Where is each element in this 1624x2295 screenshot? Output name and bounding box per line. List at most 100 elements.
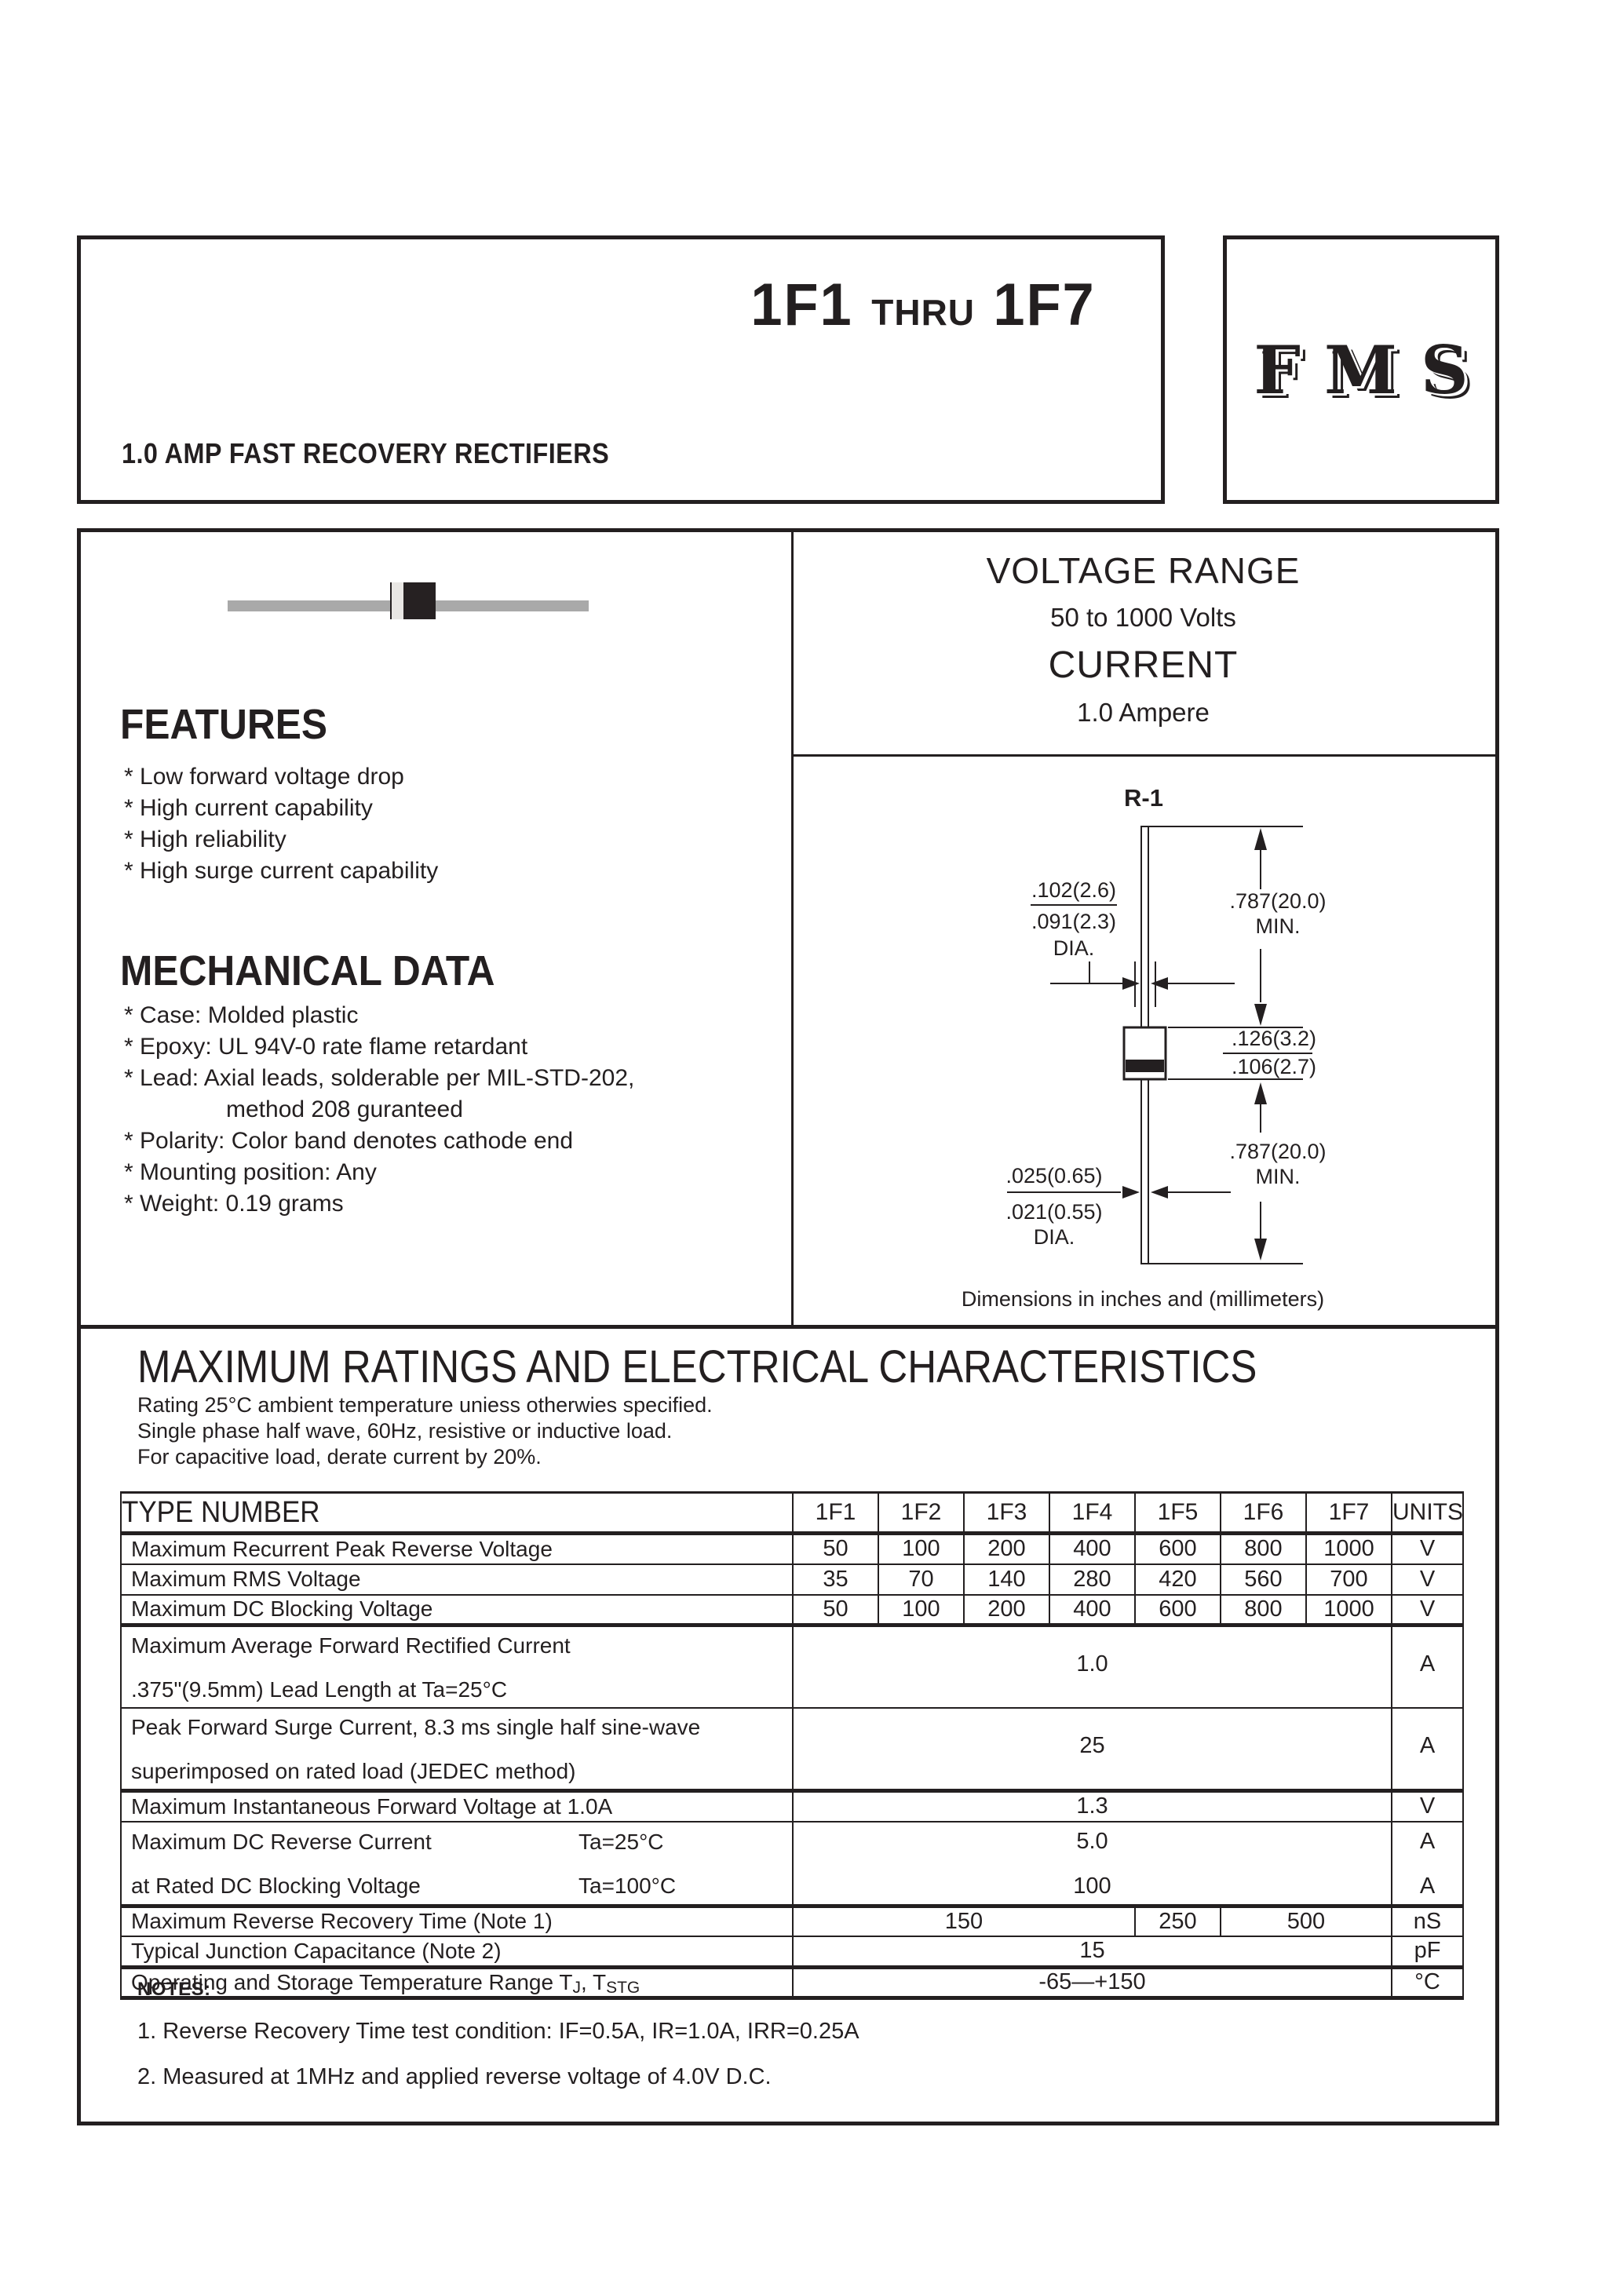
body-length-min: .106(2.7) xyxy=(1232,1055,1316,1078)
table-row: Maximum DC Blocking Voltage 50 100 200 400 60… xyxy=(120,1593,1464,1627)
rating-value: 560 xyxy=(1220,1563,1307,1596)
table-row: Maximum Reverse Recovery Time (Note 1) 15… xyxy=(120,1905,1464,1937)
arrow-down-icon xyxy=(1254,1239,1267,1261)
rating-value: 200 xyxy=(963,1593,1050,1627)
table-row: Maximum DC Reverse Current Ta=25°C at Rate… xyxy=(120,1820,1464,1908)
table-row: Operating and Storage Temperature Range … xyxy=(120,1966,1464,2000)
arrow-up-icon xyxy=(1254,828,1267,850)
rating-value: 800 xyxy=(1220,1532,1307,1565)
electrical-summary: VOLTAGE RANGE 50 to 1000 Volts CURRENT 1… xyxy=(791,532,1495,728)
device-subtitle: 1.0 AMP FAST RECOVERY RECTIFIERS xyxy=(122,437,610,469)
brand-logo-box: FMS xyxy=(1223,235,1499,504)
list-item: * Lead: Axial leads, solderable per MIL-… xyxy=(124,1065,635,1091)
body-length-max: .126(3.2) xyxy=(1232,1027,1316,1050)
rating-label: Maximum Instantaneous Forward Voltage at… xyxy=(120,1790,794,1822)
body-dia-max: .102(2.6) xyxy=(1031,878,1116,902)
list-item: * Epoxy: UL 94V-0 rate flame retardant xyxy=(124,1034,528,1060)
ratings-heading: MAXIMUM RATINGS AND ELECTRICAL CHARACTER… xyxy=(137,1341,1257,1392)
rating-value: 150 xyxy=(792,1905,1136,1937)
rating-label: Maximum DC Blocking Voltage xyxy=(120,1593,794,1627)
rating-value: 600 xyxy=(1134,1532,1221,1565)
voltage-range-value: 50 to 1000 Volts xyxy=(1050,603,1236,632)
features-list: * Low forward voltage drop * High current… xyxy=(124,761,438,887)
rating-value: 100 xyxy=(878,1593,965,1627)
mechanical-data-list: * Case: Molded plastic * Epoxy: UL 94V-0 … xyxy=(124,1000,634,1220)
type-column-header: 1F1 xyxy=(792,1491,879,1535)
list-item: Single phase half wave, 60Hz, resistive … xyxy=(137,1419,673,1443)
list-item: * Polarity: Color band denotes cathode e… xyxy=(124,1128,574,1154)
lead-dia-max: .025(0.65) xyxy=(1005,1164,1102,1188)
table-row: Maximum Instantaneous Forward Voltage at… xyxy=(120,1790,1464,1822)
rating-value: 50 xyxy=(792,1532,879,1565)
rating-unit: °C xyxy=(1391,1966,1464,2000)
list-item: For capacitive load, derate current by 2… xyxy=(137,1445,542,1469)
top-lead-length-min: MIN. xyxy=(1256,914,1301,938)
arrow-right-icon xyxy=(1122,977,1140,990)
table-row: Maximum RMS Voltage 35 70 140 280 420 560 700 V xyxy=(120,1563,1464,1596)
features-heading: FEATURES xyxy=(120,701,328,748)
rating-label: Operating and Storage Temperature Range … xyxy=(120,1966,794,2000)
arrow-left-icon xyxy=(1151,977,1168,990)
diode-photo-body xyxy=(390,582,436,619)
top-lead-length: .787(20.0) xyxy=(1229,889,1326,913)
voltage-range-label: VOLTAGE RANGE xyxy=(986,550,1301,591)
rating-label: Peak Forward Surge Current, 8.3 ms singl… xyxy=(120,1707,794,1793)
main-content-box: FEATURES * Low forward voltage drop * Hig… xyxy=(77,528,1499,2125)
mechanical-data-heading: MECHANICAL DATA xyxy=(120,947,495,994)
rating-value: 25 xyxy=(792,1707,1392,1793)
rating-value: 1000 xyxy=(1305,1532,1392,1565)
table-header-row: TYPE NUMBER 1F1 1F2 1F3 1F4 1F5 1F6 1F7 UNITS xyxy=(120,1491,1464,1535)
note-1: 1. Reverse Recovery Time test condition:… xyxy=(137,2019,859,2044)
lead-dia-min: .021(0.55) xyxy=(1005,1200,1102,1224)
ratings-section-divider xyxy=(81,1325,1495,1329)
rating-value: 400 xyxy=(1049,1593,1136,1627)
arrow-up-icon xyxy=(1254,1082,1267,1104)
body-dia-label: DIA. xyxy=(1053,936,1095,960)
rating-unit: A xyxy=(1391,1624,1464,1709)
arrow-right-icon xyxy=(1122,1186,1140,1199)
rating-unit: V xyxy=(1391,1563,1464,1596)
rating-value: 15 xyxy=(792,1936,1392,1969)
brand-logo: FMS xyxy=(1254,330,1492,409)
diode-cathode-band xyxy=(392,582,403,619)
rating-value: 140 xyxy=(963,1563,1050,1596)
type-column-header: 1F4 xyxy=(1049,1491,1136,1535)
rating-value: 280 xyxy=(1049,1563,1136,1596)
units-header: UNITS xyxy=(1391,1491,1464,1535)
list-item: * High reliability xyxy=(124,826,286,852)
rating-label: Maximum Average Forward Rectified Curren… xyxy=(120,1624,794,1709)
type-column-header: 1F3 xyxy=(963,1491,1050,1535)
rating-value: 50 xyxy=(792,1593,879,1627)
arrow-down-icon xyxy=(1254,1004,1267,1026)
rating-value: 1000 xyxy=(1305,1593,1392,1627)
type-number-header: TYPE NUMBER xyxy=(120,1491,794,1535)
cathode-band-mark xyxy=(1126,1060,1164,1072)
rating-value: 5.0 100 xyxy=(792,1820,1392,1908)
rating-value: 100 xyxy=(878,1532,965,1565)
rating-value: 800 xyxy=(1220,1593,1307,1627)
rating-value: 500 xyxy=(1220,1905,1392,1937)
rating-value: 70 xyxy=(878,1563,965,1596)
note-2: 2. Measured at 1MHz and applied reverse … xyxy=(137,2064,772,2089)
part-number-title: 1F1 THRU 1F7 xyxy=(748,271,1098,339)
rating-unit: A xyxy=(1391,1707,1464,1793)
type-column-header: 1F2 xyxy=(878,1491,965,1535)
rating-value: 1.0 xyxy=(792,1624,1392,1709)
rating-value: 35 xyxy=(792,1563,879,1596)
package-outline-drawing: R-1 .787(20.0) MIN. .126(3.2) .106(2.7) xyxy=(962,784,1327,1311)
rating-label: Maximum Reverse Recovery Time (Note 1) xyxy=(120,1905,794,1937)
type-column-header: 1F7 xyxy=(1305,1491,1392,1535)
current-label: CURRENT xyxy=(1048,644,1239,686)
ratings-table: TYPE NUMBER 1F1 1F2 1F3 1F4 1F5 1F6 1F7 UNITS Max… xyxy=(120,1491,1464,2000)
rating-unit: V xyxy=(1391,1790,1464,1822)
rating-value: 700 xyxy=(1305,1563,1392,1596)
list-item: * Weight: 0.19 grams xyxy=(124,1191,344,1217)
current-value: 1.0 Ampere xyxy=(1077,698,1210,727)
rating-unit: V xyxy=(1391,1532,1464,1565)
part-number-first: 1F1 xyxy=(750,272,853,338)
list-item: Rating 25°C ambient temperature uniess o… xyxy=(137,1393,713,1417)
bottom-lead-length-min: MIN. xyxy=(1256,1165,1301,1188)
rating-label: Maximum Recurrent Peak Reverse Voltage xyxy=(120,1532,794,1565)
